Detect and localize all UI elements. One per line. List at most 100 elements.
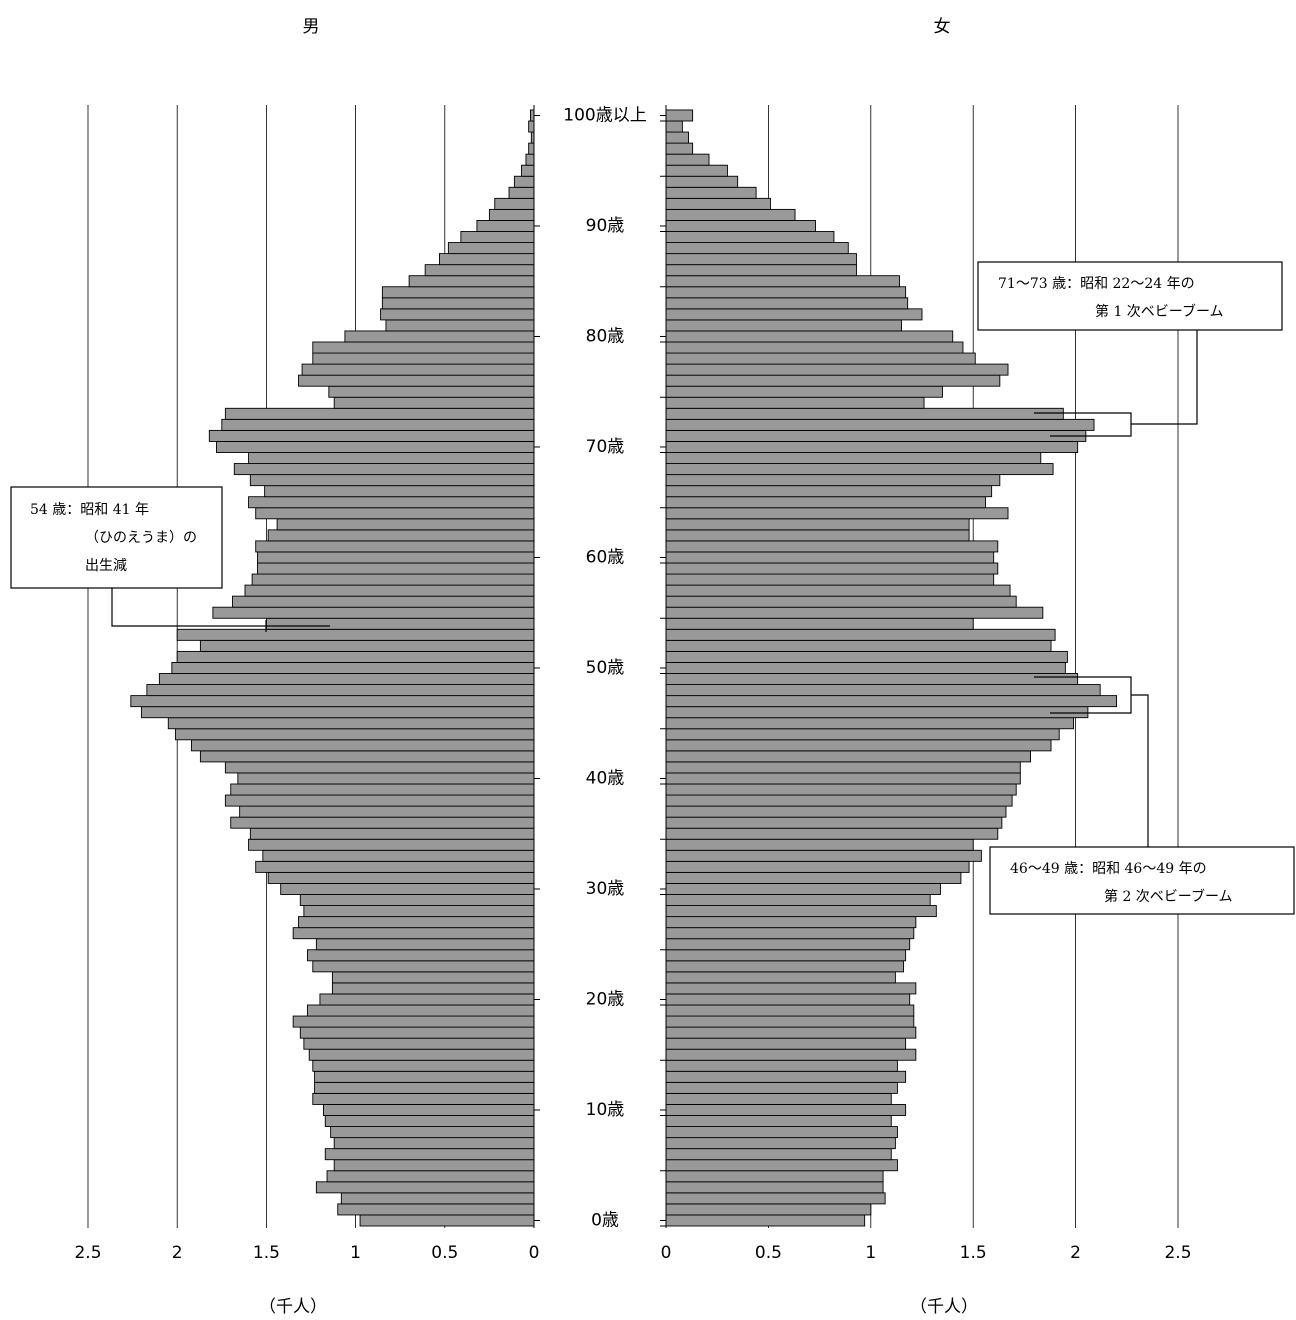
bar xyxy=(306,1004,535,1017)
bar xyxy=(255,540,535,553)
bar xyxy=(280,883,535,895)
bar xyxy=(665,175,739,188)
bar xyxy=(299,894,535,907)
bar xyxy=(326,1170,535,1183)
bar xyxy=(665,1026,917,1039)
bar xyxy=(337,1203,535,1216)
bar xyxy=(665,253,857,266)
bar xyxy=(665,142,694,155)
bar xyxy=(359,1214,535,1227)
bar xyxy=(665,1137,896,1150)
bar xyxy=(665,341,964,354)
annotation-box xyxy=(10,486,223,589)
bar xyxy=(292,927,535,940)
bar xyxy=(665,783,1017,796)
bar xyxy=(303,1037,535,1050)
bar xyxy=(230,783,535,796)
bar xyxy=(301,363,535,376)
bar xyxy=(665,1159,898,1172)
bar xyxy=(167,717,535,730)
bar xyxy=(333,1159,535,1172)
bar xyxy=(312,341,535,354)
y-tick-label: 0歳 xyxy=(591,1210,619,1230)
bar xyxy=(308,1048,535,1061)
bar xyxy=(665,717,1075,730)
bar xyxy=(665,441,1079,453)
bar xyxy=(314,1070,535,1083)
x-tick-label: 0.5 xyxy=(431,1243,458,1263)
bar xyxy=(385,319,535,332)
y-tick-label: 10歳 xyxy=(586,1100,625,1120)
bar xyxy=(665,418,1095,431)
bar xyxy=(199,750,535,763)
bar xyxy=(331,982,535,995)
bar xyxy=(665,816,1003,829)
bar xyxy=(665,507,1009,520)
bar xyxy=(665,264,857,277)
bar xyxy=(665,695,1118,708)
bar xyxy=(665,761,1021,774)
bar xyxy=(665,750,1031,763)
bar xyxy=(665,595,1017,608)
bar xyxy=(324,1115,535,1128)
bar xyxy=(233,463,535,476)
bar xyxy=(665,794,1013,807)
bar xyxy=(267,529,535,542)
bar xyxy=(665,606,1044,619)
bar xyxy=(665,231,835,244)
bar xyxy=(255,860,535,873)
annotation-box xyxy=(989,846,1295,915)
bar xyxy=(665,883,941,895)
bar xyxy=(665,1059,898,1072)
bar xyxy=(665,960,905,973)
x-tick-label: 0 xyxy=(529,1243,540,1263)
bar xyxy=(249,827,535,840)
bar xyxy=(344,330,535,343)
annotation: 71～73 歳：昭和 22～24 年の xyxy=(998,276,1195,292)
x-tick-label: 1.5 xyxy=(253,1243,280,1263)
bar xyxy=(230,816,535,829)
bar xyxy=(665,120,683,133)
bar xyxy=(208,429,535,442)
bar xyxy=(176,628,535,641)
annotation-layer: 54 歳：昭和 41 年 （ひのえうま）の 出生減 71～73 歳：昭和 22～… xyxy=(10,261,1295,915)
x-tick-label: 2 xyxy=(172,1243,183,1263)
bar xyxy=(239,805,535,818)
bar xyxy=(665,474,1001,487)
bar xyxy=(665,905,937,918)
bar xyxy=(312,1059,535,1072)
bar xyxy=(232,595,535,608)
bar xyxy=(665,164,728,177)
bar xyxy=(665,871,962,884)
bar xyxy=(665,706,1089,719)
bar xyxy=(381,286,535,299)
bar xyxy=(665,562,999,575)
bar xyxy=(312,1092,535,1105)
bar xyxy=(665,639,1052,652)
bar xyxy=(521,164,535,177)
bar xyxy=(665,429,1087,442)
bar xyxy=(665,363,1009,376)
bar xyxy=(665,805,1007,818)
bar xyxy=(333,396,535,409)
y-tick-label: 90歳 xyxy=(586,216,625,236)
bar xyxy=(665,219,816,232)
bar xyxy=(665,1004,915,1017)
annotation: 第 2 次ベビーブーム xyxy=(1104,888,1233,905)
bar xyxy=(665,827,999,840)
bar xyxy=(251,573,535,586)
bar xyxy=(312,352,535,365)
bar xyxy=(665,1037,907,1050)
y-tick-label: 20歳 xyxy=(586,989,625,1009)
bar xyxy=(665,385,943,398)
y-tick-label: 100歳以上 xyxy=(563,105,646,125)
bar xyxy=(381,297,535,310)
bar xyxy=(303,905,535,918)
bar xyxy=(424,264,535,277)
bar xyxy=(249,474,535,487)
bar xyxy=(298,374,535,387)
bar xyxy=(267,871,535,884)
bar xyxy=(340,1192,535,1205)
bar xyxy=(525,153,535,166)
